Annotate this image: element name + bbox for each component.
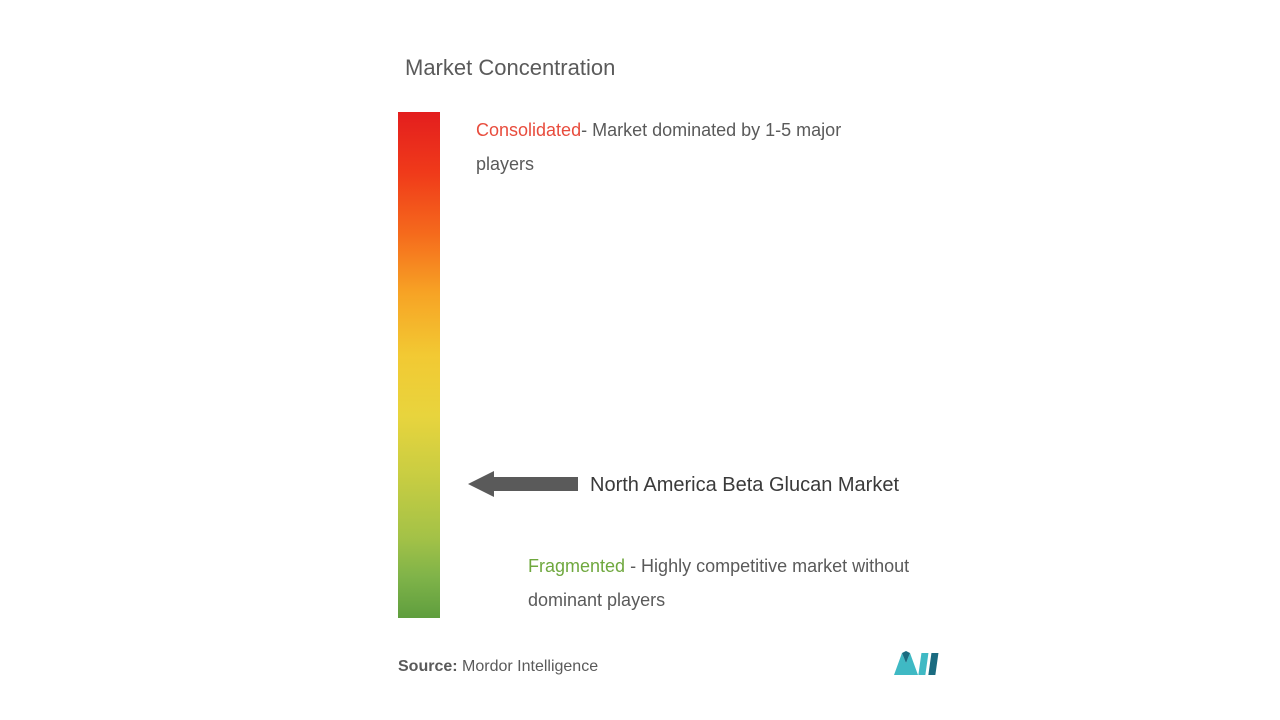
arrow-left-icon: [468, 469, 578, 499]
concentration-gradient-bar: [398, 112, 440, 618]
fragmented-description: Fragmented - Highly competitive market w…: [528, 549, 978, 617]
consolidated-description: Consolidated- Market dominated by 1-5 ma…: [476, 113, 886, 181]
fragmented-label: Fragmented: [528, 556, 625, 576]
source-label: Source:: [398, 658, 458, 675]
consolidated-label: Consolidated: [476, 120, 581, 140]
market-position-arrow: [468, 469, 578, 499]
source-attribution: Source: Mordor Intelligence: [398, 658, 598, 676]
mordor-intelligence-logo-icon: [892, 649, 940, 677]
chart-title: Market Concentration: [405, 55, 615, 81]
market-name-label: North America Beta Glucan Market: [590, 474, 899, 497]
source-value: Mordor Intelligence: [462, 658, 598, 675]
